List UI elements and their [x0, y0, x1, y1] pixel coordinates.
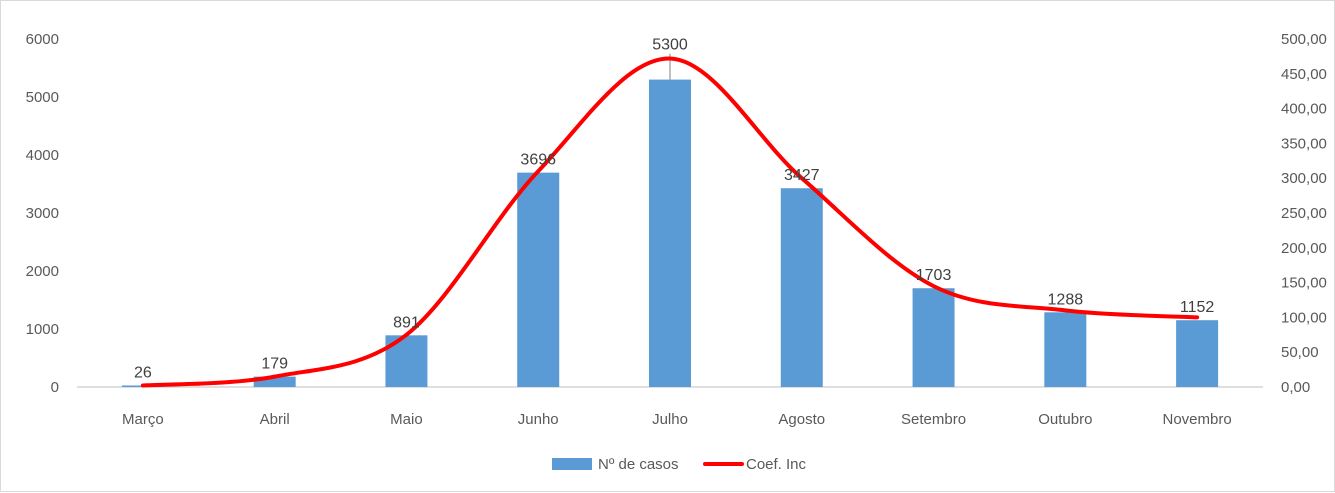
bar	[1176, 320, 1219, 387]
legend-label-line: Coef. Inc	[746, 456, 807, 473]
left-axis-tick-label: 4000	[26, 147, 59, 164]
bar-data-label: 5300	[652, 37, 688, 54]
x-axis-tick-label: Setembro	[901, 411, 966, 428]
bar-data-label: 3696	[520, 152, 556, 169]
bar-data-label: 26	[134, 364, 152, 381]
bar-data-label: 1288	[1048, 291, 1084, 308]
left-axis-tick-label: 1000	[26, 321, 59, 338]
legend: Nº de casos Coef. Inc	[552, 456, 807, 473]
left-axis-tick-label: 3000	[26, 205, 59, 222]
x-axis-tick-label: Outubro	[1038, 411, 1092, 428]
x-axis-tick-label: Junho	[518, 411, 559, 428]
bar-data-label: 3427	[784, 167, 820, 184]
bar	[1044, 312, 1087, 387]
line-series-path	[140, 56, 1200, 388]
right-axis-tick-label: 400,00	[1281, 101, 1327, 118]
right-axis-tick-label: 0,00	[1281, 379, 1310, 396]
right-axis-ticks: 0,00 50,00 100,00 150,00 200,00 250,00 300,00 3…	[1281, 31, 1327, 396]
bar	[780, 188, 823, 387]
bar-series	[121, 79, 1219, 387]
bar-data-label: 891	[393, 314, 420, 331]
bar	[649, 79, 691, 387]
x-axis-tick-label: Abril	[260, 411, 290, 428]
right-axis-tick-label: 350,00	[1281, 135, 1327, 152]
bar-data-label: 1152	[1180, 299, 1215, 316]
x-axis-tick-label: Novembro	[1163, 411, 1232, 428]
x-axis-ticks: Março Abril Maio Junho Julho Agosto Setembro Ou…	[122, 411, 1232, 428]
left-axis-ticks: 0 1000 2000 3000 4000 5000 6000	[26, 31, 59, 396]
x-axis-tick-label: Março	[122, 411, 164, 428]
left-axis-tick-label: 0	[51, 379, 59, 396]
bar-data-labels: 26 179 891 3696 5300 3427 1703 1288 1152	[134, 37, 1214, 382]
left-axis-tick-label: 6000	[26, 31, 59, 48]
right-axis-tick-label: 450,00	[1281, 66, 1327, 83]
line-series	[140, 56, 1200, 388]
right-axis-tick-label: 200,00	[1281, 240, 1327, 257]
bar-data-label: 1703	[916, 267, 952, 284]
right-axis-tick-label: 300,00	[1281, 170, 1327, 187]
bar	[912, 288, 955, 387]
legend-label-bars: Nº de casos	[598, 456, 679, 473]
bar-data-label: 179	[261, 356, 288, 373]
bar	[253, 376, 296, 387]
bar	[517, 172, 560, 387]
right-axis-tick-label: 150,00	[1281, 275, 1327, 292]
x-axis-tick-label: Agosto	[778, 411, 825, 428]
legend-swatch-bar	[552, 458, 592, 470]
left-axis-tick-label: 2000	[26, 263, 59, 280]
right-axis-tick-label: 100,00	[1281, 309, 1327, 326]
x-axis-tick-label: Maio	[390, 411, 423, 428]
left-axis-tick-label: 5000	[26, 89, 59, 106]
right-axis-tick-label: 250,00	[1281, 205, 1327, 222]
right-axis-tick-label: 50,00	[1281, 344, 1319, 361]
right-axis-tick-label: 500,00	[1281, 31, 1327, 48]
x-axis-tick-label: Julho	[652, 411, 688, 428]
